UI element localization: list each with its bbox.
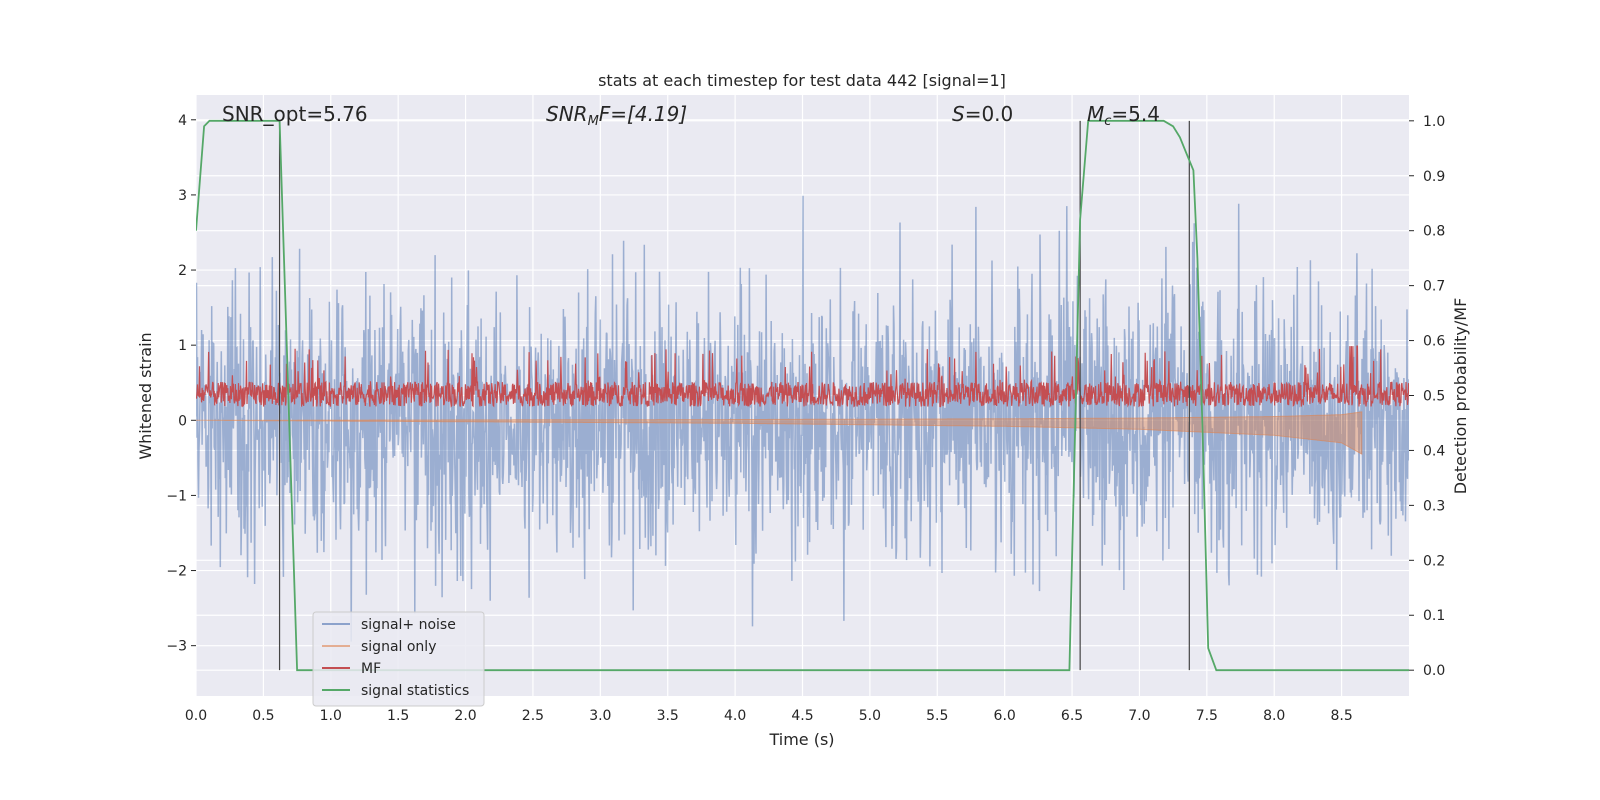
y2-tick-label: 0.3 — [1423, 498, 1445, 514]
mc-sub: c — [1104, 114, 1111, 129]
x-tick-label: 7.5 — [1196, 708, 1218, 724]
y2-tick-label: 0.6 — [1423, 334, 1445, 350]
y-axis-label: Whitened strain — [136, 332, 155, 459]
x-tick-label: 1.5 — [387, 708, 409, 724]
y-tick-label: 4 — [178, 113, 187, 129]
x-tick-label: 4.0 — [724, 708, 746, 724]
y2-tick-label: 0.0 — [1423, 663, 1445, 679]
s-value: =0.0 — [965, 102, 1014, 126]
x-tick-label: 6.0 — [994, 708, 1016, 724]
y2-tick-label: 0.8 — [1423, 224, 1445, 240]
x-tick-label: 5.5 — [926, 708, 948, 724]
x-axis-label: Time (s) — [768, 730, 834, 749]
y-ticks: 4 3 2 1 0 −1 −2 −3 — [166, 113, 196, 655]
y-tick-label: 0 — [178, 413, 187, 429]
annotation-mc: Mc=5.4 — [1087, 102, 1160, 129]
y2-tick-label: 0.9 — [1423, 169, 1445, 185]
x-tick-label: 2.0 — [454, 708, 476, 724]
x-tick-label: 2.5 — [522, 708, 544, 724]
y2-ticks: 1.0 0.9 0.8 0.7 0.6 0.5 0.4 0.3 0.2 0.1 0.0 — [1409, 114, 1445, 679]
y-tick-label: −2 — [166, 564, 187, 580]
legend-label-signal-statistics: signal statistics — [361, 683, 469, 699]
x-ticks: 0.0 0.5 1.0 1.5 2.0 2.5 3.0 3.5 4.0 4.5 5.0 5.5 6.0 6… — [185, 708, 1353, 724]
snr-mf-sub: M — [588, 114, 599, 129]
annotation-s: S=0.0 — [952, 102, 1013, 126]
y-tick-label: −3 — [166, 639, 187, 655]
legend-label-mf: MF — [361, 661, 381, 677]
y-tick-label: 3 — [178, 188, 187, 204]
legend-box — [312, 611, 485, 707]
x-tick-label: 5.0 — [859, 708, 881, 724]
legend: signal+ noise signal only MF signal stat… — [312, 611, 485, 707]
mc-italic: M — [1087, 102, 1104, 126]
y2-tick-label: 0.4 — [1423, 443, 1445, 459]
x-tick-label: 6.5 — [1061, 708, 1083, 724]
y2-tick-label: 0.7 — [1423, 279, 1445, 295]
annotation-snr-mf: SNRMF=[4.19] — [546, 102, 687, 129]
series-mf — [196, 345, 1409, 408]
x-tick-label: 0.0 — [185, 708, 207, 724]
snr-mf-suffix: F=[4.19] — [599, 102, 687, 126]
y2-tick-label: 0.1 — [1423, 608, 1445, 624]
x-tick-label: 8.0 — [1263, 708, 1285, 724]
y2-tick-label: 0.5 — [1423, 389, 1445, 405]
legend-label-signal-only: signal only — [361, 639, 436, 655]
mc-value: =5.4 — [1111, 102, 1160, 126]
s-italic: S — [952, 102, 965, 126]
x-tick-label: 3.0 — [589, 708, 611, 724]
y-tick-label: 2 — [178, 263, 187, 279]
x-tick-label: 1.0 — [320, 708, 342, 724]
y2-tick-label: 1.0 — [1423, 114, 1445, 130]
series-signal-noise — [196, 195, 1409, 642]
x-tick-label: 8.5 — [1330, 708, 1352, 724]
legend-label-signal-noise: signal+ noise — [361, 617, 456, 633]
chart-title: stats at each timestep for test data 442… — [598, 71, 1006, 90]
snr-mf-prefix: SNR — [546, 102, 588, 126]
y2-axis-label: Detection probability/MF — [1451, 298, 1470, 495]
y-tick-label: −1 — [166, 488, 187, 504]
x-tick-label: 0.5 — [252, 708, 274, 724]
x-tick-label: 3.5 — [657, 708, 679, 724]
series-signal-statistics — [196, 119, 1409, 672]
series-signal-only — [196, 411, 1363, 456]
y2-tick-label: 0.2 — [1423, 553, 1445, 569]
y-tick-label: 1 — [178, 338, 187, 354]
x-tick-label: 4.5 — [791, 708, 813, 724]
annotation-snr-opt: SNR_opt=5.76 — [222, 102, 368, 126]
x-tick-label: 7.0 — [1128, 708, 1150, 724]
